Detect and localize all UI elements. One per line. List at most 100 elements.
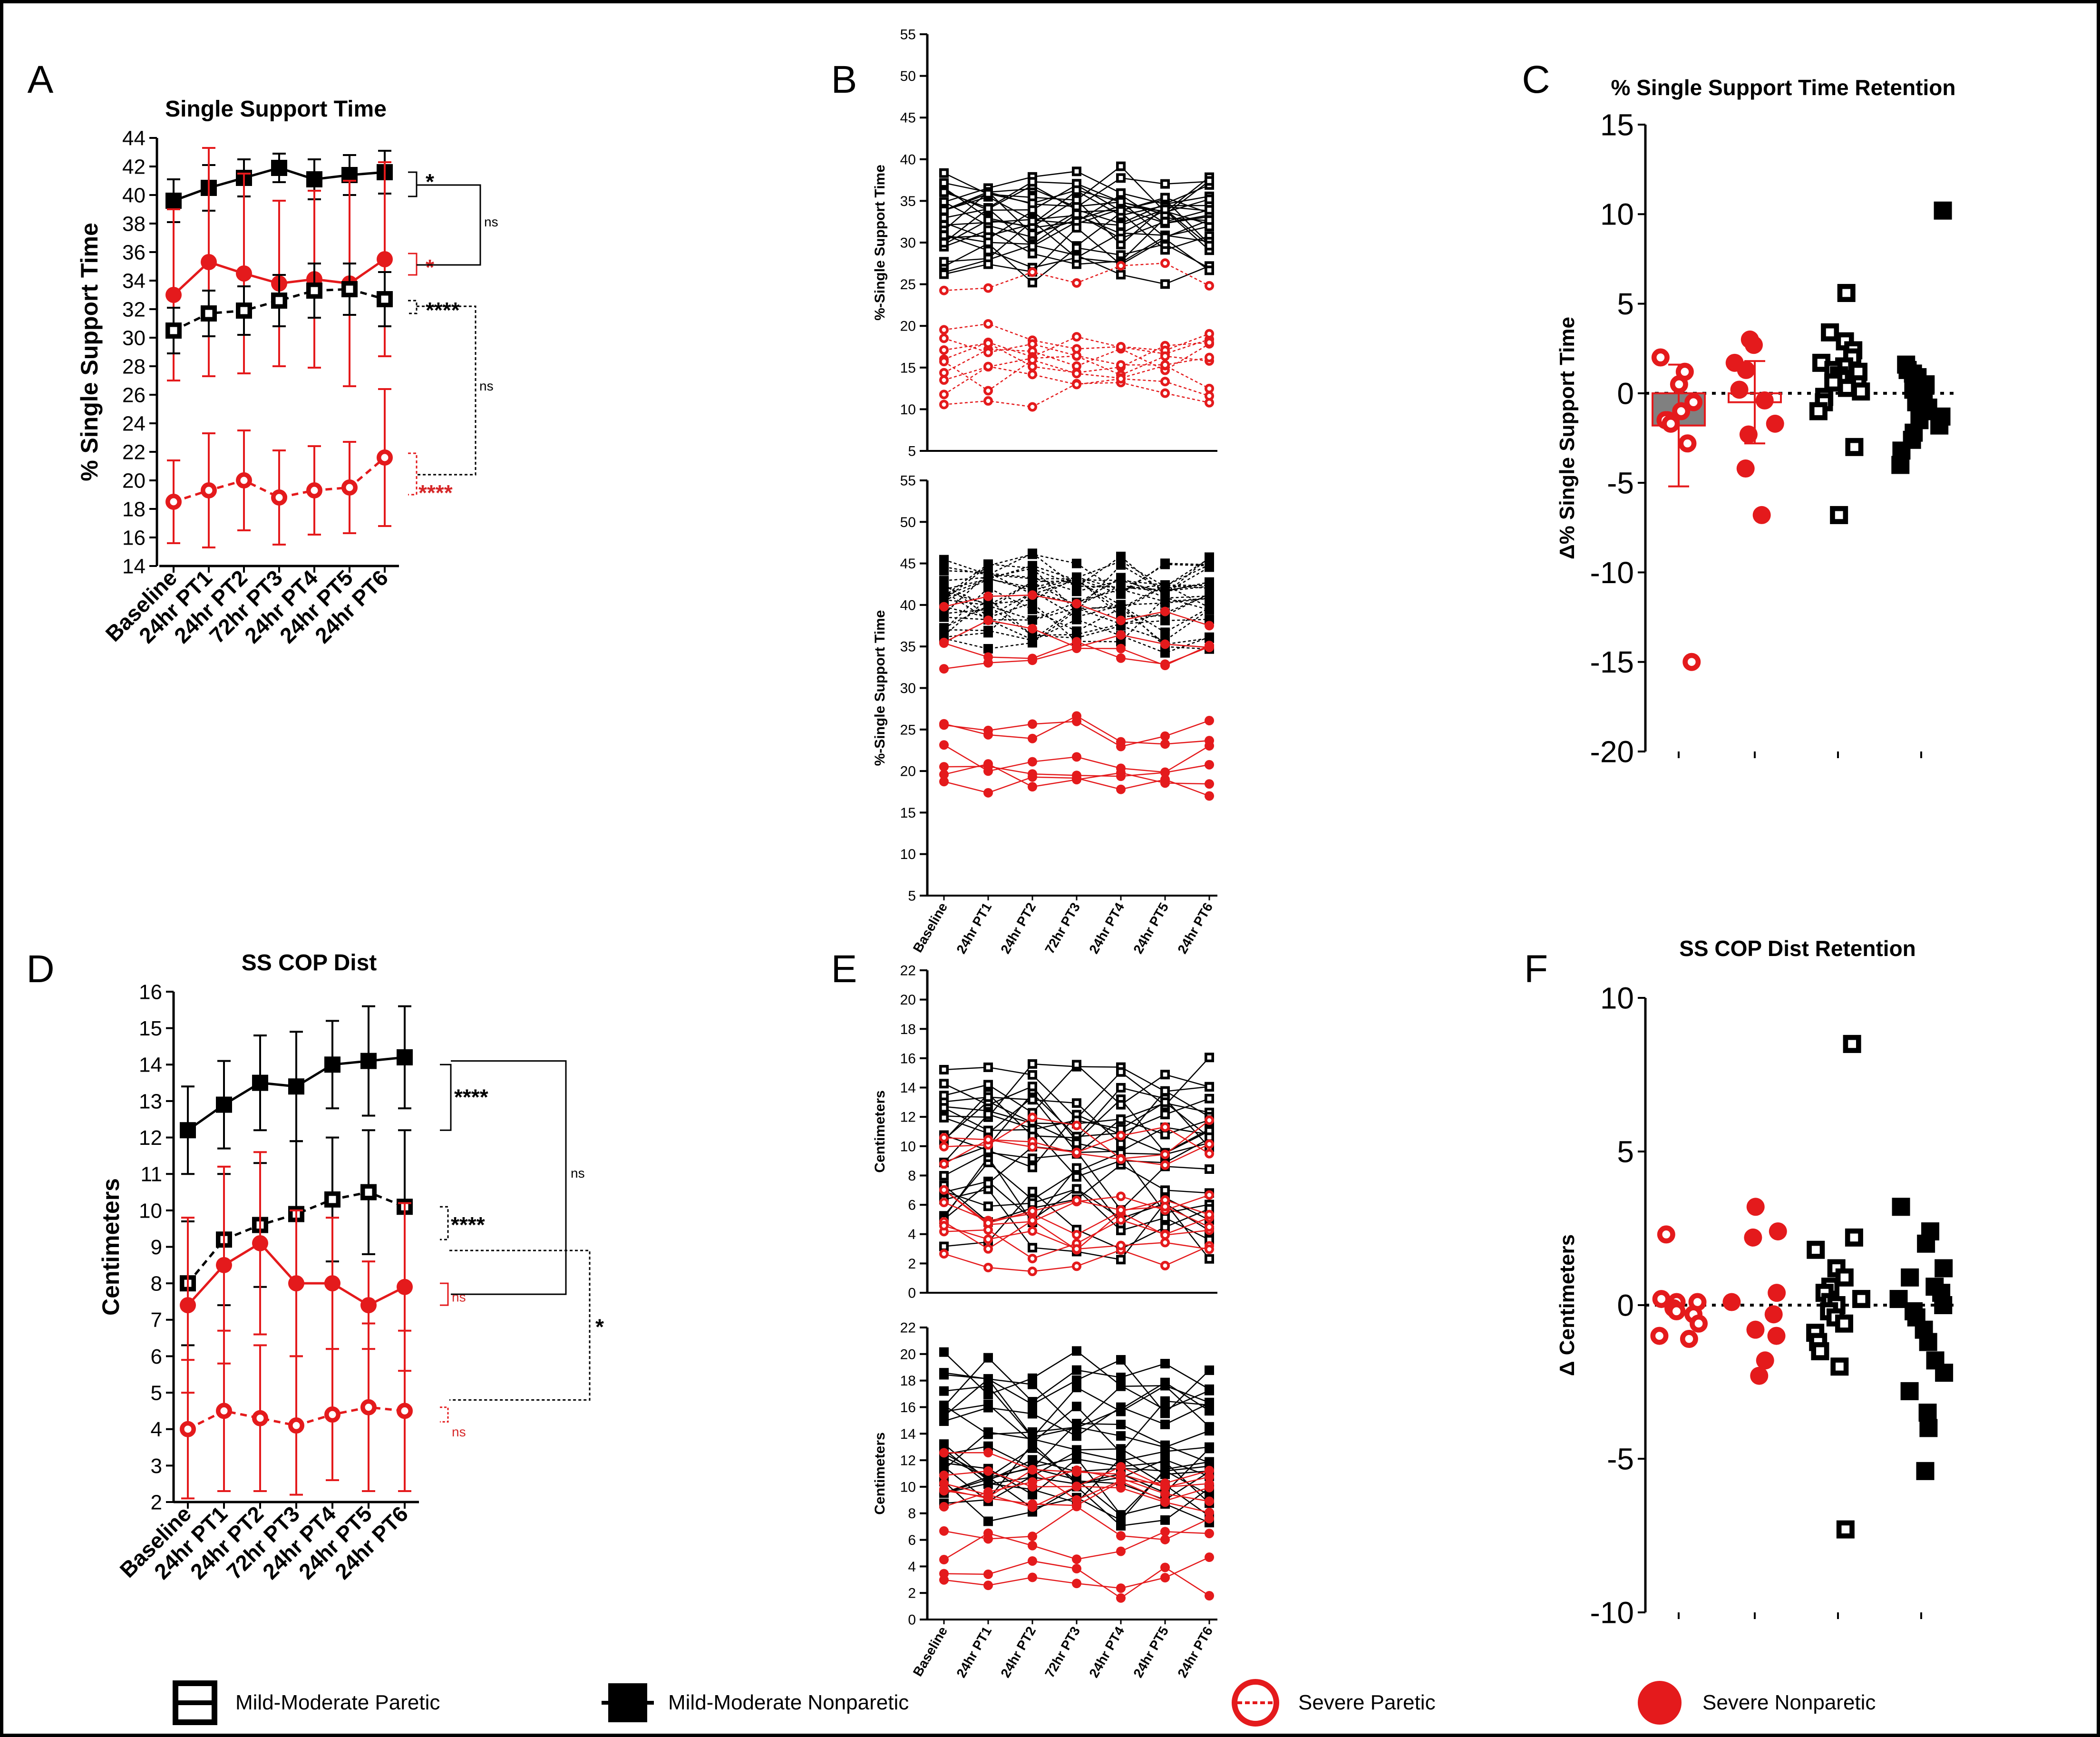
- panel-F-group-severe-nonparetic-point: [1750, 1366, 1769, 1385]
- panel-B-trajectory-point: [939, 230, 949, 240]
- panel-B-trajectory-point: [939, 609, 949, 619]
- panel-B-trajectory-point: [1160, 778, 1170, 788]
- panel-B-trajectory-point: [939, 400, 949, 410]
- panel-A-bracket: [408, 452, 418, 496]
- panel-B-trajectory-point: [1160, 731, 1170, 741]
- panel-D-series-mild-moderate-paretic-point: [324, 1191, 341, 1208]
- panel-B-trajectory-point: [1116, 197, 1126, 207]
- panel-B-trajectory-point: [1028, 241, 1038, 251]
- panel-B-trajectory-point: [1028, 267, 1038, 277]
- panel-B-trajectory-point: [939, 213, 949, 223]
- panel-B-trajectory-point: [983, 225, 993, 235]
- panel-B-trajectory-point: [939, 777, 949, 787]
- panel-D-series-severe-nonparetic-point: [252, 1235, 268, 1251]
- panel-E-trajectory-point: [1116, 1546, 1126, 1556]
- panel-F-group-severe-paretic-point: [1667, 1302, 1686, 1320]
- panel-E-trajectory-point: [1072, 1365, 1081, 1375]
- panel-A-series-mild-moderate-paretic-point: [377, 291, 393, 308]
- panel-B-trajectory-point: [983, 573, 993, 583]
- panel-E-trajectory-point: [1160, 1408, 1170, 1418]
- panel-B-trajectory-point: [1160, 559, 1170, 569]
- panel-E-trajectory-point: [1160, 1122, 1170, 1132]
- panel-C-group-mild-moderate-nonparetic-point: [1934, 201, 1952, 220]
- panel-D-series-severe-paretic-point: [324, 1406, 341, 1423]
- panel-B-trajectory-point: [1116, 653, 1126, 663]
- panel-D-y-tick-label: 12: [139, 1126, 162, 1150]
- panel-E-trajectory-point: [1205, 1400, 1214, 1410]
- panel-C-y-tick-label: -20: [1590, 734, 1634, 769]
- panel-D-y-tick-label: 6: [151, 1345, 162, 1368]
- panel-F-group-mild-moderate-nonparetic-point: [1901, 1268, 1919, 1287]
- panel-E-trajectory-point: [1116, 1139, 1126, 1149]
- panel-B-trajectory-point: [1028, 590, 1037, 600]
- panel-E-trajectory-point: [1028, 1482, 1037, 1492]
- panel-B-trajectory-point: [983, 338, 993, 348]
- panel-E-sub2-y-tick-label: 6: [908, 1532, 916, 1548]
- panel-C-title: % Single Support Time Retention: [1611, 75, 1956, 100]
- panel-B-trajectory-point: [983, 347, 993, 357]
- panel-B-sub2-y-tick-label: 50: [900, 515, 916, 530]
- panel-E-trajectory-point: [1116, 1355, 1126, 1365]
- panel-label-D: D: [26, 947, 54, 991]
- panel-E-trajectory-point: [1116, 1593, 1126, 1603]
- panel-B-sub1-ylabel: %-Single Support Time: [872, 165, 888, 321]
- panel-E-trajectory-point: [1205, 1093, 1215, 1103]
- panel-B-trajectory-point: [1072, 209, 1082, 219]
- panel-E-trajectory-point: [1116, 1431, 1126, 1441]
- panel-B-trajectory-point: [1028, 583, 1037, 593]
- panel-E-trajectory-point: [1072, 1346, 1081, 1356]
- panel-B-sub1-y-tick-label: 25: [900, 277, 916, 293]
- panel-E-trajectory-point: [939, 1368, 949, 1378]
- panel-A-y-tick-label: 38: [122, 212, 146, 235]
- panel-B-trajectory-point: [1072, 243, 1082, 253]
- panel-C-group-severe-nonparetic-point: [1752, 506, 1771, 524]
- panel-E-trajectory-point: [1205, 1496, 1214, 1506]
- panel-B-trajectory-point: [1205, 195, 1215, 205]
- panel-E-trajectory-point: [1028, 1465, 1037, 1475]
- panel-A-sig-stars: ****: [426, 298, 460, 322]
- panel-B-trajectory-point: [1205, 621, 1214, 631]
- panel-C-group-severe-nonparetic-point: [1730, 381, 1749, 399]
- panel-D-series-severe-nonparetic-point: [216, 1257, 232, 1273]
- panel-label-B: B: [831, 58, 857, 101]
- panel-B-sub1-y-tick-label: 20: [900, 319, 916, 334]
- panel-E-trajectory-point: [983, 1234, 993, 1244]
- panel-B-x-tick-label: Baseline: [910, 900, 950, 955]
- panel-E-trajectory-point: [983, 1135, 993, 1145]
- panel-D-title: SS COP Dist: [242, 950, 377, 976]
- panel-F-group-mild-moderate-nonparetic-point: [1919, 1419, 1938, 1437]
- panel-E-trajectory-point: [1072, 1184, 1082, 1194]
- panel-B-sub1-y-tick-label: 45: [900, 110, 916, 126]
- panel-D-series-severe-nonparetic-point: [360, 1297, 377, 1314]
- panel-E-sub2-y-tick-label: 12: [900, 1453, 916, 1469]
- panel-E-trajectory-point: [983, 1528, 993, 1538]
- panel-F-group-severe-nonparetic-point: [1764, 1305, 1783, 1324]
- panel-E-trajectory-point: [1116, 1475, 1126, 1485]
- panel-E-trajectory-point: [1072, 1431, 1081, 1441]
- panel-B-trajectory-point: [1028, 733, 1037, 743]
- legend-label: Severe Nonparetic: [1702, 1691, 1876, 1714]
- panel-A-y-tick-label: 40: [122, 184, 146, 207]
- panel-E-trajectory-point: [1205, 1365, 1214, 1375]
- panel-C-y-tick-label: 15: [1600, 107, 1634, 142]
- panel-B-trajectory-point: [1116, 220, 1126, 230]
- panel-E-trajectory-point: [1160, 1469, 1170, 1479]
- panel-F-group-severe-nonparetic-point: [1744, 1228, 1762, 1247]
- panel-E-trajectory-point: [1072, 1482, 1081, 1492]
- panel-B-trajectory-point: [1072, 626, 1081, 636]
- panel-C-group-mild-moderate-paretic-point: [1845, 438, 1864, 456]
- panel-B-trajectory-point: [939, 178, 949, 188]
- panel-B-trajectory-point: [1028, 638, 1037, 648]
- panel-C-group-mild-moderate-paretic-point: [1824, 373, 1843, 392]
- panel-E-trajectory-point: [1205, 1254, 1215, 1264]
- panel-B-trajectory-point: [983, 652, 993, 662]
- panel-B-trajectory-point: [1205, 632, 1214, 642]
- panel-B-trajectory-point: [1072, 581, 1081, 591]
- panel-C-group-severe-paretic-point: [1678, 434, 1697, 453]
- panel-label-A: A: [28, 58, 54, 101]
- panel-E-trajectory-point: [1028, 1455, 1037, 1465]
- panel-D-y-tick-label: 16: [139, 980, 162, 1004]
- panel-B-trajectory-point: [1160, 179, 1170, 189]
- panel-E-trajectory-point: [939, 1079, 949, 1089]
- panel-E-trajectory-point: [1028, 1254, 1038, 1264]
